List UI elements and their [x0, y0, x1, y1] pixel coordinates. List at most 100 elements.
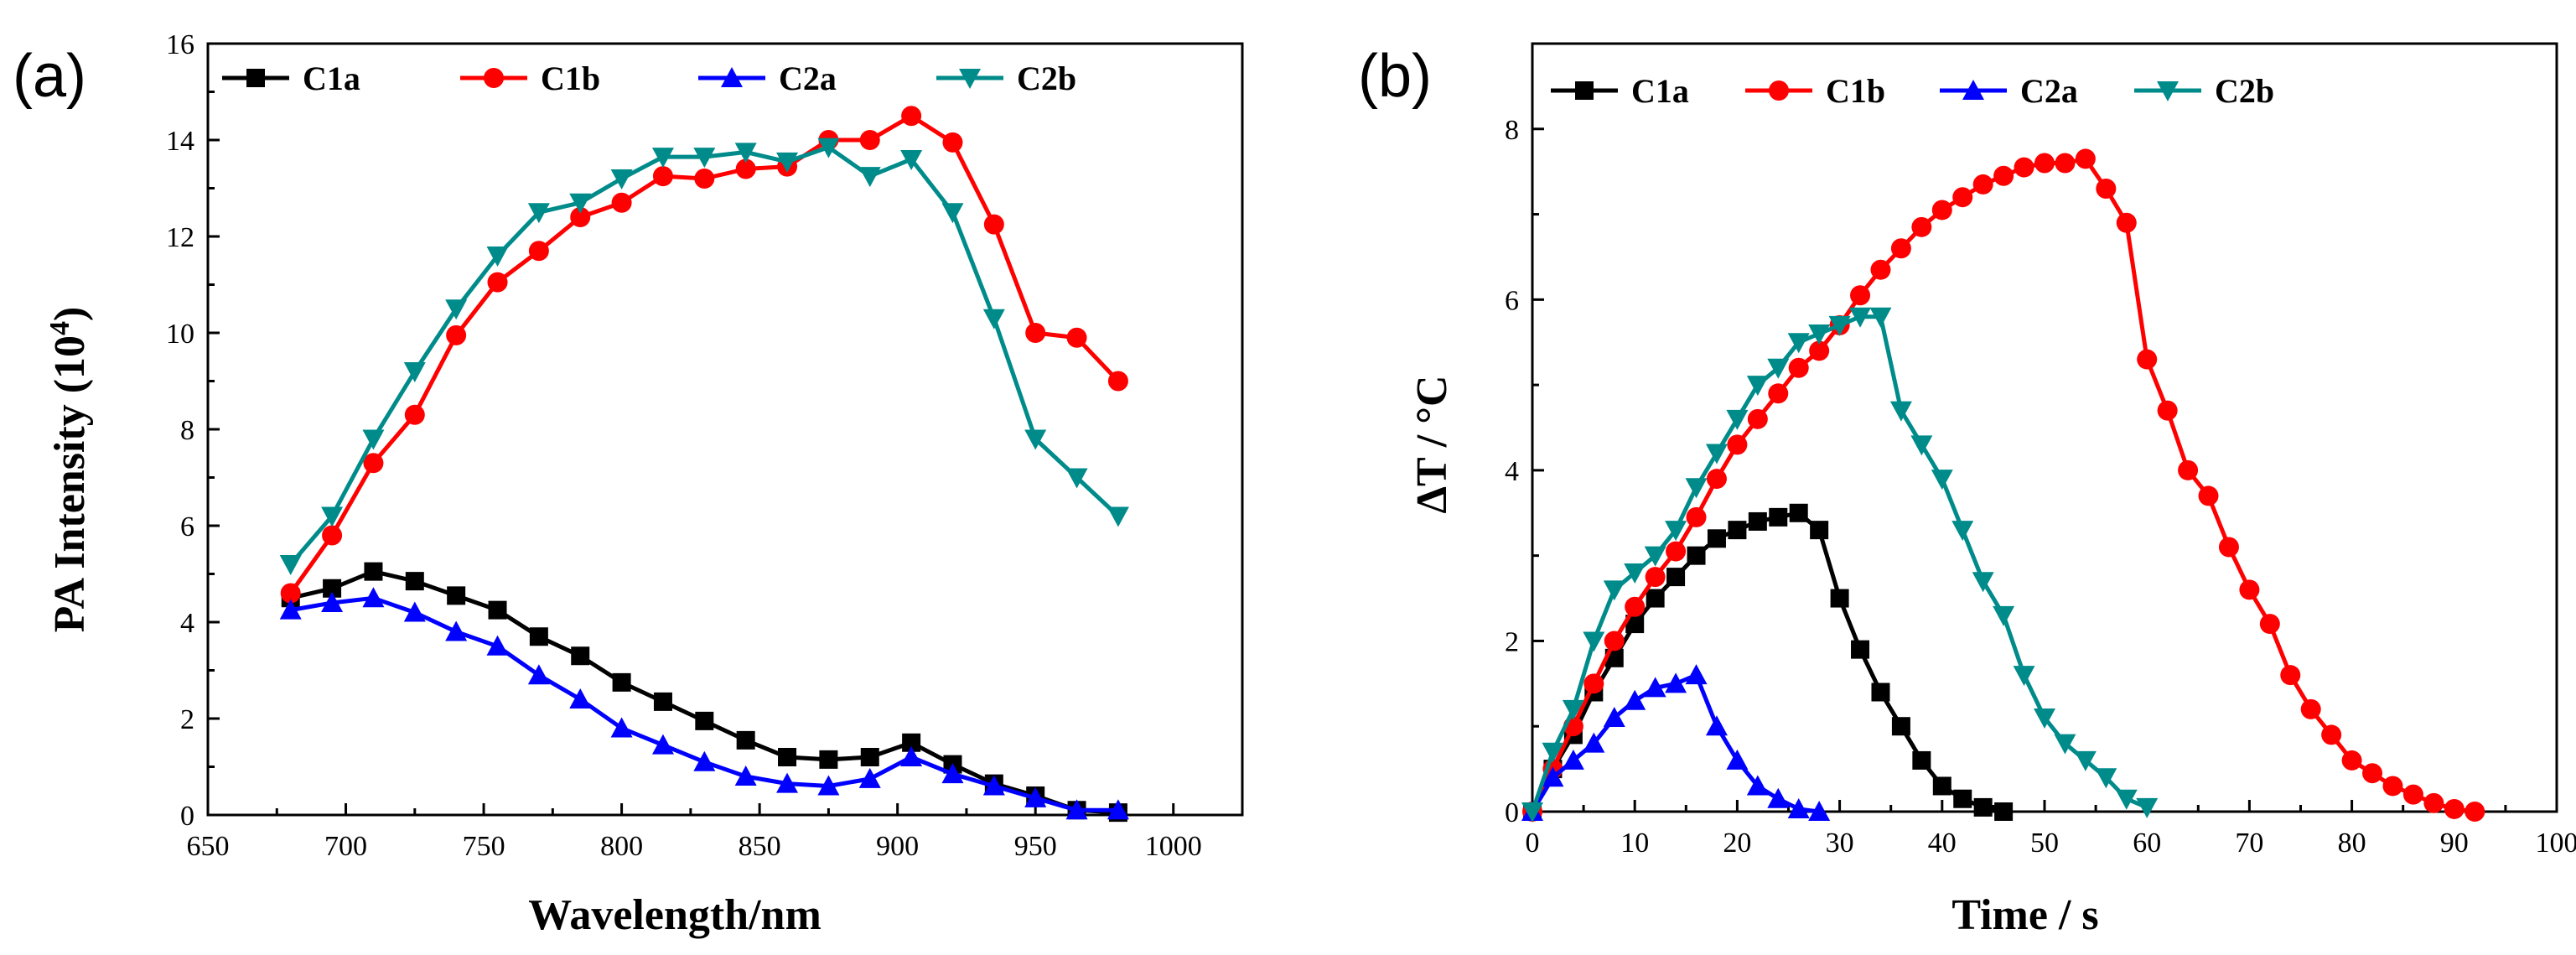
panel-a-y-tick-label: 16 [166, 29, 194, 60]
panel-b-data-point-c1b [1625, 596, 1646, 617]
panel-a-data-point-c1a [778, 748, 797, 766]
panel-b-x-tick-label: 70 [2235, 828, 2263, 859]
panel-b-legend-label: C2b [2215, 72, 2274, 110]
panel-a-y-axis-title-sup: 4 [44, 321, 75, 335]
panel-b-data-point-c1b [2198, 485, 2219, 506]
panel-b-data-point-c1b [2218, 537, 2239, 558]
panel-a-data-point-c1b [859, 130, 880, 150]
panel-b-data-point-c2b [2034, 708, 2055, 729]
panel-b-data-point-c1a [1932, 776, 1951, 796]
panel-b-data-point-c2b [2054, 734, 2076, 755]
panel-b-data-point-c1b [1686, 506, 1707, 527]
panel-b-legend-marker [2157, 81, 2179, 101]
panel-a-data-point-c2a [858, 767, 881, 788]
panel-a-y-tick-label: 4 [180, 608, 194, 639]
panel-b-data-point-c1b [1870, 259, 1891, 280]
panel-a-data-point-c2a [1024, 786, 1047, 807]
panel-a-data-point-c1b [901, 106, 922, 127]
panel-b-y-tick-label: 6 [1505, 285, 1519, 316]
panel-b-data-point-c1a [1994, 802, 2014, 821]
panel-b-data-point-c1b [1972, 174, 1993, 195]
panel-b-data-point-c1b [2157, 400, 2178, 421]
panel-b-plot-area: 0 10 20 30 40 50 60 70 80 90 100 0 2 4 6 8 [1505, 42, 2576, 859]
panel-a-legend-marker [484, 68, 504, 88]
panel-b-data-point-c2b [1521, 802, 1543, 823]
panel-b-data-point-c1b [2075, 148, 2096, 169]
panel-b-series-c2b [1521, 307, 2159, 823]
panel-b-data-point-c2a [1767, 787, 1790, 808]
panel-b-legend: C1a C1b C2a C2b [1551, 72, 2274, 110]
panel-b-data-point-c1a [1810, 521, 1829, 540]
panel-b-data-point-c1a [1871, 683, 1890, 702]
panel-a-data-point-c1b [322, 525, 343, 546]
panel-a-y-axis-title-main: PA Intensity (10 [46, 335, 94, 632]
panel-a-legend-marker [246, 69, 265, 87]
panel-b-data-point-c2b [1849, 307, 1872, 328]
panel-b-data-point-c1a [1748, 511, 1767, 531]
panel-a-data-point-c1b [983, 214, 1004, 235]
panel-a-legend-item-c2a: C2a [698, 60, 837, 97]
panel-b-data-point-c2b [2013, 666, 2035, 687]
panel-b-data-point-c2b [1808, 324, 1831, 345]
panel-b-data-point-c1b [1645, 567, 1666, 588]
panel-b-data-point-c1a [1728, 521, 1747, 540]
panel-b-data-point-c2b [1951, 521, 1974, 542]
panel-b-x-tick-label: 80 [2338, 828, 2366, 859]
panel-b-data-point-c1b [2055, 153, 2076, 174]
panel-b-data-point-c2b [1828, 315, 1851, 336]
panel-b: (b) Time / s ΔT / °C 0 10 20 30 40 50 60 70 80 90… [1358, 42, 2576, 939]
panel-a-data-point-c2a [817, 775, 840, 796]
panel-a-data-point-c1b [280, 583, 301, 604]
panel-a-legend-item-c2b: C2b [936, 60, 1076, 97]
panel-a-axes-frame [206, 42, 1244, 817]
panel-b-data-point-c2b [1767, 358, 1790, 379]
panel-b-data-point-c2a [1705, 715, 1728, 736]
panel-a-data-point-c1b [363, 453, 384, 474]
panel-b-legend-marker [1769, 80, 1789, 101]
panel-a-data-point-c1a [571, 646, 590, 666]
panel-b-data-point-c2b [2095, 768, 2117, 789]
panel-b-y-tick-label: 4 [1505, 456, 1519, 487]
panel-a-data-point-c1a [529, 627, 548, 646]
panel-b-data-point-c1a [1789, 503, 1808, 522]
panel-a-data-point-c2b [1107, 506, 1129, 527]
panel-b-data-point-c2b [1931, 470, 1953, 490]
panel-a-legend-marker [721, 67, 743, 87]
panel-b-data-point-c2b [1972, 572, 1994, 593]
panel-a-x-tick-label: 800 [600, 831, 643, 862]
panel-a-label: (a) [13, 43, 86, 110]
panel-a-data-point-c2b [693, 148, 716, 169]
panel-b-data-point-c2b [1910, 435, 1933, 456]
panel-a-data-point-c1b [570, 207, 591, 227]
panel-b-data-point-c2b [1705, 444, 1728, 465]
panel-a-legend-marker [959, 69, 981, 89]
panel-a-data-point-c1b [1107, 371, 1128, 392]
panel-a-data-point-c2b [900, 150, 923, 170]
panel-b-data-point-c1b [2423, 792, 2444, 813]
panel-a-legend-label: C1a [303, 60, 360, 97]
panel-b-data-point-c1b [1706, 469, 1727, 490]
panel-a-data-point-c2b [817, 138, 840, 158]
panel-b-legend-item-c1a: C1a [1551, 72, 1689, 110]
panel-a-data-point-c2b [279, 555, 302, 575]
panel-b-data-point-c1a [1912, 750, 1931, 770]
panel-b-data-point-c2b [1787, 333, 1810, 354]
panel-b-legend-label: C2a [2020, 72, 2078, 110]
panel-b-data-point-c2b [1746, 376, 1769, 397]
panel-b-x-tick-label: 40 [1928, 828, 1957, 859]
panel-b-x-tick-label: 20 [1723, 828, 1751, 859]
panel-b-data-point-c1b [1727, 434, 1748, 455]
panel-b-data-point-c1b [1747, 408, 1768, 429]
panel-b-data-point-c2a [1603, 707, 1625, 728]
panel-b-data-point-c2b [2074, 750, 2097, 771]
panel-b-data-point-c1b [1850, 285, 1871, 306]
panel-b-data-point-c2a [1685, 664, 1708, 685]
panel-a-data-point-c2a [982, 775, 1005, 796]
panel-a-data-point-c1b [1025, 323, 1046, 343]
panel-b-data-point-c2b [1644, 546, 1666, 567]
panel-b-data-point-c2b [2115, 789, 2138, 810]
panel-b-data-point-c2a [1542, 766, 1564, 787]
panel-a-data-point-c2b [858, 167, 881, 188]
panel-a-data-point-c2b [527, 203, 550, 224]
panel-a-data-point-c2a [610, 717, 633, 738]
